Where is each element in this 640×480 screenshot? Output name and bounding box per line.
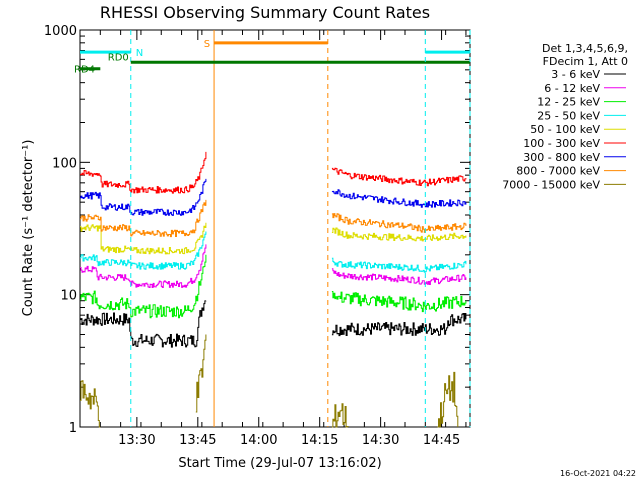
- y-tick-label: 1: [69, 421, 77, 436]
- legend-entry-label: 800 - 7000 keV: [516, 165, 600, 178]
- x-axis-label: Start Time (29-Jul-07 13:16:02): [178, 456, 381, 471]
- legend-entry-label: 12 - 25 keV: [537, 96, 600, 109]
- annotation-rd4: RD4: [74, 65, 101, 76]
- series-layer: [80, 151, 467, 428]
- series-100-300-kev: [80, 151, 467, 194]
- series-6-12-kev: [80, 244, 467, 288]
- x-tick-label: 14:15: [301, 433, 338, 448]
- series-line: [331, 403, 349, 428]
- x-tick-label: 13:45: [179, 433, 216, 448]
- series-line: [80, 199, 207, 238]
- legend: Det 1,3,4,5,6,9,FDecim 1, Att 03 - 6 keV…: [502, 42, 628, 191]
- legend-header-line: Det 1,3,4,5,6,9,: [542, 42, 628, 55]
- series-line: [331, 313, 467, 337]
- series-line: [80, 151, 207, 194]
- annotation-label: RD4: [74, 65, 95, 76]
- series-line: [80, 380, 101, 428]
- series-3-6-kev: [80, 300, 467, 348]
- annotation-n: N: [80, 30, 143, 427]
- series-300-800-kev: [80, 178, 467, 216]
- series-25-50-kev: [80, 231, 467, 273]
- series-line: [331, 268, 467, 285]
- legend-header-line: FDecim 1, Att 0: [543, 55, 628, 68]
- legend-entry-label: 25 - 50 keV: [537, 109, 600, 122]
- annotation-label: S: [204, 39, 210, 50]
- y-tick-label: 10: [60, 289, 77, 304]
- chart-title: RHESSI Observing Summary Count Rates: [100, 3, 430, 22]
- x-tick-label: 14:45: [423, 433, 460, 448]
- legend-entry-label: 300 - 800 keV: [523, 151, 600, 164]
- series-line: [80, 254, 207, 319]
- x-tick-label: 13:30: [118, 433, 155, 448]
- y-tick-label: 100: [52, 156, 77, 171]
- legend-entry-label: 3 - 6 keV: [551, 68, 600, 81]
- y-axis-label: Count Rate (s⁻¹ detector⁻¹): [21, 140, 36, 317]
- series-line: [195, 334, 207, 413]
- annotation-label: N: [136, 48, 143, 59]
- legend-entry-label: 50 - 100 keV: [530, 123, 600, 136]
- series-line: [80, 178, 207, 216]
- series-800-7000-kev: [80, 199, 467, 238]
- series-line: [331, 189, 467, 208]
- legend-entry-label: 7000 - 15000 keV: [502, 178, 600, 191]
- footer-timestamp: 16-Oct-2021 04:22: [560, 469, 636, 478]
- series-line: [80, 222, 207, 255]
- series-50-100-kev: [80, 222, 467, 255]
- x-tick-label: 14:30: [362, 433, 399, 448]
- annotation-label: RD0: [108, 52, 129, 63]
- plot-frame: [79, 29, 471, 428]
- annotation-marker: [424, 30, 471, 427]
- annotation-layer: N S RD0 RD4: [74, 30, 471, 427]
- annotation-rd0: RD0: [108, 52, 470, 64]
- series-line: [331, 227, 467, 242]
- legend-entry-label: 6 - 12 keV: [544, 82, 600, 95]
- series-line: [80, 300, 207, 348]
- series-line: [331, 257, 467, 273]
- series-7000-15000-kev: [80, 334, 459, 428]
- legend-entry-label: 100 - 300 keV: [523, 137, 600, 150]
- y-tick-label: 1000: [44, 24, 77, 39]
- axes: 1 10 100 1000 13:30 13:45 14:00 14:15 14:30 14:45: [44, 24, 471, 448]
- series-line: [437, 371, 459, 428]
- series-line: [331, 213, 467, 233]
- series-line: [331, 291, 467, 313]
- series-line: [80, 231, 207, 270]
- x-tick-label: 14:00: [240, 433, 277, 448]
- annotation-s: S: [204, 30, 329, 427]
- series-12-25-kev: [80, 254, 467, 319]
- series-line: [80, 244, 207, 288]
- series-line: [331, 167, 467, 187]
